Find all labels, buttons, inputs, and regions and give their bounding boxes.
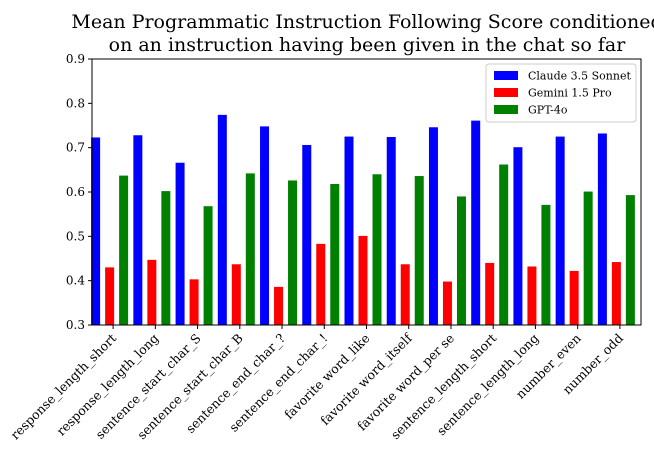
bar — [91, 137, 101, 325]
bar — [485, 262, 495, 325]
bar — [414, 176, 424, 325]
y-tick-label: 0.4 — [66, 274, 85, 288]
series-gemini-1-5-pro — [105, 235, 621, 325]
bar — [175, 162, 185, 325]
y-tick-label: 0.5 — [66, 229, 85, 243]
bar — [189, 279, 199, 325]
bar — [611, 262, 621, 325]
bar — [386, 137, 396, 325]
legend-label: GPT-4o — [528, 104, 568, 117]
legend-label: Claude 3.5 Sonnet — [528, 70, 631, 83]
legend-label: Gemini 1.5 Pro — [528, 87, 612, 100]
bar — [625, 195, 635, 325]
chart-title-line-1: Mean Programmatic Instruction Following … — [71, 11, 654, 33]
bar — [456, 196, 466, 325]
bar — [583, 191, 593, 325]
bar — [541, 204, 551, 325]
bar — [513, 147, 523, 325]
bar — [260, 126, 270, 325]
series-claude-3-5-sonnet — [91, 114, 607, 326]
bar — [400, 264, 410, 325]
legend-swatch — [494, 71, 518, 80]
bars-layer — [91, 114, 635, 326]
bar — [569, 270, 579, 325]
bar — [161, 191, 171, 325]
bar — [245, 173, 255, 325]
bar — [147, 259, 157, 325]
bar — [597, 133, 607, 325]
bar — [119, 175, 129, 325]
bar — [316, 243, 326, 325]
bar — [499, 164, 509, 325]
legend: Claude 3.5 Sonnet Gemini 1.5 Pro GPT-4o — [485, 63, 637, 123]
bar — [555, 136, 565, 325]
y-tick-label: 0.6 — [66, 185, 85, 199]
bar — [302, 145, 312, 325]
bar — [358, 235, 368, 325]
legend-swatch — [494, 105, 518, 114]
y-tick-label: 0.9 — [66, 52, 85, 66]
bar — [471, 120, 481, 326]
bar — [442, 281, 452, 325]
bar — [527, 266, 537, 325]
bar — [133, 135, 143, 325]
bar — [105, 267, 115, 325]
chart-title-line-2: on an instruction having been given in t… — [109, 34, 627, 56]
legend-box — [485, 63, 637, 123]
y-tick-label: 0.8 — [66, 96, 85, 110]
legend-swatch — [494, 88, 518, 97]
bar — [203, 206, 213, 325]
bar — [288, 180, 298, 325]
bar — [274, 286, 284, 325]
series-gpt-4o — [119, 164, 635, 325]
bar — [217, 114, 227, 325]
y-tick-label: 0.7 — [66, 141, 85, 155]
bar — [330, 184, 340, 325]
bar — [344, 136, 354, 325]
y-tick-label: 0.3 — [66, 318, 85, 332]
bar — [372, 174, 382, 325]
bar — [231, 264, 241, 325]
bar — [428, 127, 438, 326]
